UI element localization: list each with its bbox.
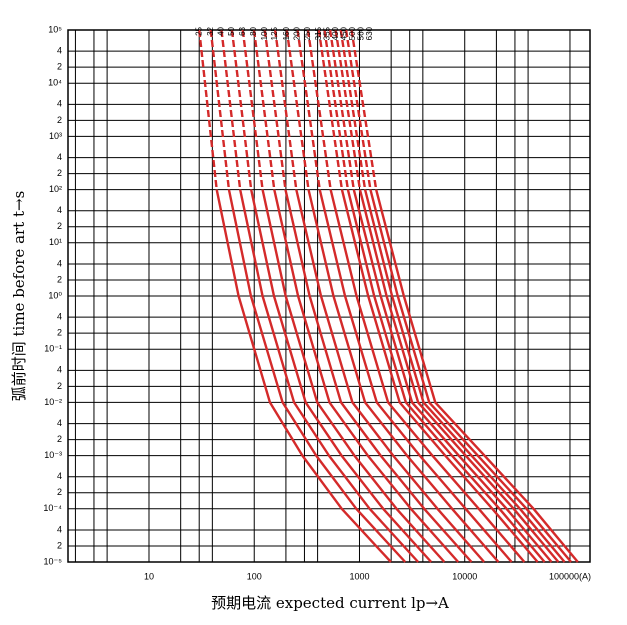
fuse-curve [339, 29, 566, 563]
fuse-curve [273, 29, 486, 563]
y-tick-label: 4 [57, 152, 62, 162]
y-tick-label: 4 [57, 418, 62, 428]
rating-label: 400 [331, 26, 340, 40]
y-tick-label: 4 [57, 99, 62, 109]
plot-frame [67, 29, 591, 563]
y-tick-label: 10⁰ [48, 290, 62, 300]
x-tick-label: 100 [247, 571, 262, 581]
fuse-curve [263, 29, 473, 563]
y-tick-label: 2 [57, 221, 62, 231]
fuse-curve [350, 29, 579, 563]
fuse-curve [198, 29, 392, 563]
y-tick-label: 10⁻³ [44, 450, 62, 460]
y-axis-label: 弧前时间 time before art t→s [10, 191, 28, 402]
x-tick-label: 1000 [349, 571, 369, 581]
y-tick-label: 4 [57, 312, 62, 322]
fuse-curve [285, 29, 500, 563]
fuse-curve [230, 29, 433, 563]
y-tick-label: 2 [57, 62, 62, 72]
rating-label: 32 [206, 26, 215, 35]
fuse-curve [323, 29, 546, 563]
y-tick-label: 4 [57, 205, 62, 215]
rating-label: 560 [356, 26, 365, 40]
y-tick-label: 10⁻¹ [44, 344, 62, 354]
rating-label: 25 [194, 26, 203, 35]
y-tick-label: 4 [57, 46, 62, 56]
fuse-curve [252, 29, 460, 563]
rating-label: 500 [348, 26, 357, 40]
x-axis-label: 预期电流 expected current lp→A [211, 594, 449, 612]
y-tick-label: 2 [57, 328, 62, 338]
rating-label: 355 [322, 26, 331, 40]
y-tick-label: 4 [57, 524, 62, 534]
rating-label: 250 [303, 26, 312, 40]
y-tick-label: 10⁻⁵ [44, 556, 63, 566]
y-tick-label: 10⁻² [44, 397, 62, 407]
curves [198, 29, 579, 563]
fuse-curve [296, 29, 513, 563]
fuse-curve [220, 29, 420, 563]
y-tick-label: 10² [49, 184, 62, 194]
fuse-curve [306, 29, 526, 563]
fuse-curve [241, 29, 446, 563]
x-tick-label: 10000 [452, 571, 477, 581]
rating-label: 125 [270, 26, 279, 40]
rating-label: 630 [365, 26, 374, 40]
rating-label: 160 [282, 26, 291, 40]
y-tick-label: 2 [57, 274, 62, 284]
fuse-curve [317, 29, 539, 563]
y-tick-label: 2 [57, 115, 62, 125]
x-tick-label: 100000(A) [549, 571, 591, 581]
rating-label: 100 [260, 26, 269, 40]
rating-label: 200 [293, 26, 302, 40]
rating-label: 315 [314, 26, 323, 40]
rating-label: 63 [238, 26, 247, 35]
fuse-curve [344, 29, 573, 563]
rating-label: 40 [217, 26, 226, 35]
y-tick-label: 4 [57, 365, 62, 375]
y-tick-label: 4 [57, 471, 62, 481]
y-tick-label: 10¹ [49, 237, 62, 247]
y-tick-label: 2 [57, 540, 62, 550]
rating-label: 50 [227, 26, 236, 35]
y-tick-label: 10³ [49, 131, 62, 141]
y-tick-label: 10⁻⁴ [43, 503, 62, 513]
rating-label: 450 [339, 26, 348, 40]
y-tick-label: 2 [57, 168, 62, 178]
fuse-curve [328, 29, 553, 563]
fuse-curve [334, 29, 560, 563]
y-tick-label: 4 [57, 258, 62, 268]
fuse-curve [209, 29, 407, 563]
y-tick-label: 2 [57, 381, 62, 391]
y-tick-label: 2 [57, 434, 62, 444]
y-tick-label: 10⁵ [48, 24, 62, 34]
y-tick-label: 2 [57, 487, 62, 497]
rating-label: 80 [249, 26, 258, 35]
labels: 10⁵ 4 2 10⁴ 4 2 10³ 4 2 10² 4 2 10¹ 4 2 10⁰ 4 2 10⁻¹ 4 2 10⁻²… [43, 24, 591, 581]
y-tick-label: 10⁴ [48, 78, 62, 88]
x-tick-label: 10 [144, 571, 154, 581]
